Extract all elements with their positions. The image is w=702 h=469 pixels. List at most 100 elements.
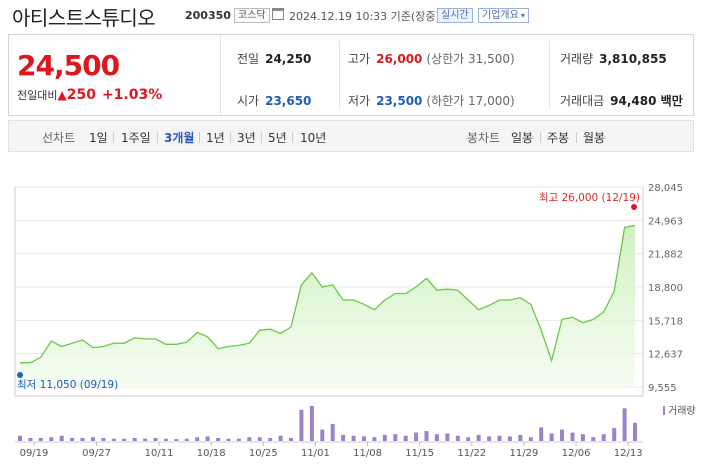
realtime-button[interactable]: 실시간 xyxy=(437,8,473,23)
volume-bar xyxy=(91,437,95,441)
volume-bar xyxy=(111,438,116,441)
x-tick-label: 11/29 xyxy=(510,448,539,459)
volume-bar xyxy=(476,434,481,441)
volume-bar xyxy=(28,438,33,441)
volume-bar xyxy=(59,435,64,441)
volume-bar xyxy=(289,438,293,441)
volume-bar xyxy=(633,422,637,441)
y-tick-label: 15,718 xyxy=(648,316,683,327)
volume-bar xyxy=(507,436,512,441)
volume-bar xyxy=(455,435,460,441)
volume-bar xyxy=(445,433,450,441)
price-chart[interactable]: 28,045 24,963 21,882 18,800 15,718 12,637 9,55… xyxy=(0,170,702,469)
volume-bar xyxy=(195,437,200,441)
volume-bar xyxy=(163,438,168,441)
volume-bar xyxy=(612,428,617,441)
period-1y[interactable]: 1년 xyxy=(206,131,225,145)
company-overview-dropdown[interactable]: 기업개요 xyxy=(478,8,529,23)
period-3m[interactable]: 3개월 xyxy=(164,131,195,145)
volume-bar xyxy=(309,406,314,441)
volume-bar xyxy=(580,434,585,441)
price-summary: 24,500 전일대비▲250 +1.03% 전일 24,250 고가 26,000(… xyxy=(8,34,694,116)
x-tick-label: 12/06 xyxy=(562,448,591,459)
low-marker xyxy=(17,372,23,378)
volume-bar xyxy=(372,437,377,441)
volume-bar xyxy=(393,434,398,441)
volume-bar xyxy=(174,439,179,441)
period-3y[interactable]: 3년 xyxy=(237,131,256,145)
volume-legend: 거래량 xyxy=(668,405,696,417)
volume-bar xyxy=(143,438,148,441)
volume-bar xyxy=(299,409,304,441)
volume-bar xyxy=(247,437,252,441)
price-line xyxy=(20,224,636,364)
y-tick-label: 24,963 xyxy=(648,216,683,227)
volume-bar xyxy=(591,437,596,441)
volume-bar xyxy=(528,437,533,441)
current-price-panel: 24,500 전일대비▲250 +1.03% xyxy=(9,35,221,115)
volume-bar xyxy=(560,429,564,441)
x-tick-label: 09/19 xyxy=(20,448,49,459)
volume-bar xyxy=(434,434,439,441)
volume-bar xyxy=(403,435,408,441)
candle-chart-label: 봉차트 xyxy=(467,131,501,145)
x-tick-label: 11/22 xyxy=(457,448,486,459)
volume-bar xyxy=(132,438,137,441)
stock-name: 아티스트스튜디오 xyxy=(12,6,156,30)
volume-bar xyxy=(257,437,262,441)
change-label: 전일대비 xyxy=(17,89,58,102)
prev-close: 전일 24,250 xyxy=(237,52,312,66)
volume: 거래량 3,810,855 xyxy=(560,52,667,66)
volume-bar xyxy=(330,423,335,441)
volume-bar xyxy=(18,435,22,441)
period-1d[interactable]: 1일 xyxy=(89,131,108,145)
x-tick-label: 11/01 xyxy=(301,448,330,459)
volume-bar xyxy=(278,435,283,441)
price-area xyxy=(20,225,635,387)
period-selector: 선차트 1일 1주일 3개월 1년 3년 5년 10년 봉차트 일봉 주봉 월봉 xyxy=(8,120,694,152)
volume-bar xyxy=(382,434,387,441)
volume-bar xyxy=(341,434,346,441)
open-price: 시가 23,650 xyxy=(237,94,312,108)
volume-bar xyxy=(487,436,492,441)
volume-bar xyxy=(49,437,54,441)
y-tick-label: 9,555 xyxy=(648,383,677,394)
volume-bar xyxy=(497,435,502,441)
volume-bar xyxy=(216,438,221,441)
x-tick-label: 10/18 xyxy=(197,448,226,459)
volume-bar xyxy=(570,432,575,441)
line-chart-label: 선차트 xyxy=(42,131,76,145)
volume-bar xyxy=(38,438,43,441)
volume-bar xyxy=(153,438,158,441)
candle-daily[interactable]: 일봉 xyxy=(511,131,534,145)
high-price: 고가 26,000 (상한가 31,500) xyxy=(348,52,515,66)
volume-bar xyxy=(539,427,544,441)
volume-bar xyxy=(122,438,127,441)
change-percent: +1.03% xyxy=(101,87,163,103)
volume-bar xyxy=(226,438,231,441)
candle-monthly[interactable]: 월봉 xyxy=(583,131,606,145)
volume-bar xyxy=(414,432,419,441)
price-chart-svg: 28,045 24,963 21,882 18,800 15,718 12,637 9,55… xyxy=(14,183,696,459)
low-label: 최저 11,050 (09/19) xyxy=(17,379,118,391)
stock-code: 200350 xyxy=(185,9,231,22)
up-arrow-icon: ▲ xyxy=(57,88,67,102)
volume-bar xyxy=(466,437,471,441)
period-5y[interactable]: 5년 xyxy=(268,131,287,145)
candle-weekly[interactable]: 주봉 xyxy=(547,131,570,145)
volume-bar xyxy=(549,433,554,441)
market-badge: 코스닥 xyxy=(234,8,270,23)
x-tick-label: 10/25 xyxy=(249,448,278,459)
period-1w[interactable]: 1주일 xyxy=(121,131,151,145)
volume-bar xyxy=(80,438,85,441)
high-marker xyxy=(631,204,637,210)
stock-header: 아티스트스튜디오 200350 코스닥 2024.12.19 10:33 기준(… xyxy=(0,0,702,32)
volume-bar xyxy=(362,436,366,441)
y-tick-label: 28,045 xyxy=(648,183,683,194)
volume-bar xyxy=(236,438,241,441)
trade-amount: 거래대금 94,480 백만 xyxy=(560,94,683,108)
calendar-icon xyxy=(272,8,284,20)
period-10y[interactable]: 10년 xyxy=(300,131,327,145)
volume-bar xyxy=(622,408,627,441)
volume-bar xyxy=(601,434,606,441)
